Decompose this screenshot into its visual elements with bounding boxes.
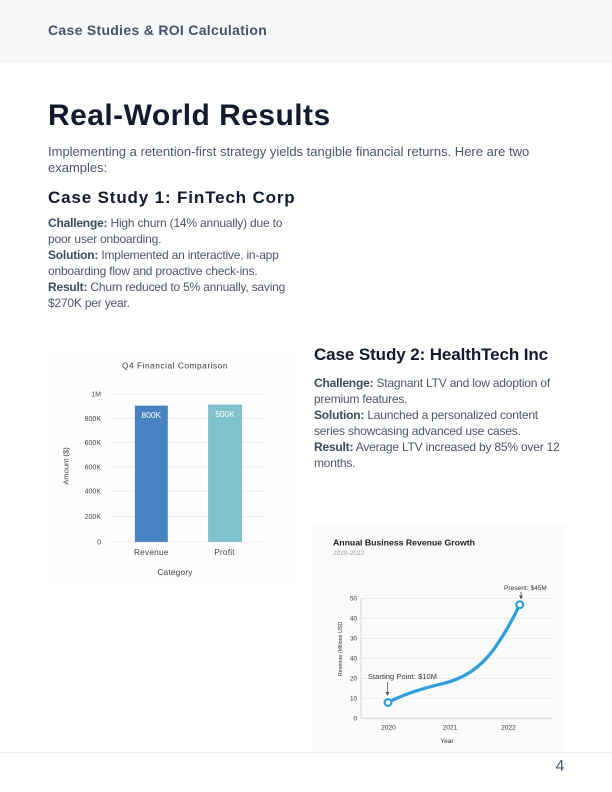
svg-text:0: 0 [97, 539, 101, 546]
svg-text:500K: 500K [215, 409, 235, 419]
svg-text:Present: $45M: Present: $45M [504, 585, 547, 592]
svg-text:0: 0 [353, 715, 357, 722]
svg-text:400K: 400K [85, 489, 102, 496]
svg-text:2020: 2020 [381, 725, 396, 732]
svg-text:Q4 Financial Comparison: Q4 Financial Comparison [122, 361, 228, 371]
svg-text:200K: 200K [85, 514, 102, 521]
svg-text:Category: Category [157, 567, 193, 577]
svg-text:2022: 2022 [501, 725, 516, 732]
svg-text:2020-2022: 2020-2022 [333, 550, 364, 557]
svg-text:Revenue (Milions USD: Revenue (Milions USD [338, 622, 344, 677]
svg-text:800K: 800K [142, 410, 162, 420]
svg-text:2021: 2021 [443, 725, 458, 732]
svg-text:30: 30 [350, 636, 358, 643]
svg-text:800K: 800K [85, 416, 102, 423]
svg-text:Revenue: Revenue [134, 547, 169, 557]
svg-text:600K: 600K [85, 440, 102, 447]
svg-text:40: 40 [350, 616, 358, 623]
svg-text:Amount ($): Amount ($) [62, 447, 71, 485]
svg-text:Starting Point: $10M: Starting Point: $10M [368, 672, 437, 681]
svg-text:600K: 600K [85, 464, 102, 471]
svg-text:Year: Year [440, 738, 454, 745]
svg-text:Profit: Profit [214, 547, 235, 557]
svg-text:50: 50 [350, 596, 358, 603]
svg-text:40: 40 [350, 656, 358, 663]
svg-text:20: 20 [350, 676, 358, 683]
svg-text:Annual Business Revenue Growth: Annual Business Revenue Growth [333, 538, 475, 548]
svg-text:1M: 1M [91, 392, 101, 399]
svg-text:10: 10 [350, 696, 358, 703]
